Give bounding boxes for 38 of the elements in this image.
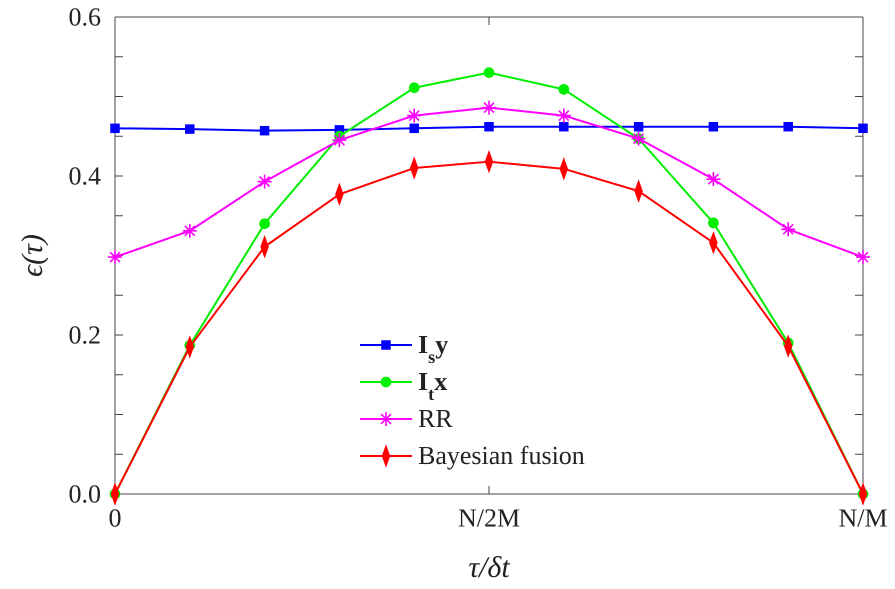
y-tick-label: 0.2 [68,320,101,350]
point [708,218,719,228]
y-axis-title: ϵ(τ) [16,234,49,277]
legend-label: I$_{s}$y [418,330,448,367]
point [409,124,419,134]
point [260,126,270,136]
legend-label: Bayesian fusion [418,441,585,470]
point [484,122,494,132]
point [332,132,348,148]
point [107,249,123,265]
x-tick-label: N/M [838,503,888,532]
point [110,124,120,134]
x-tick-label: 0 [108,503,122,532]
legend-label: I$_{t}$x [418,367,448,404]
point [634,122,644,132]
point [783,122,793,132]
point [556,108,572,124]
y-tick-label: 0.4 [68,161,101,190]
point [780,221,796,238]
x-axis-title: τ/δt [468,551,510,584]
x-tick-label: N/2M [458,503,520,532]
point [858,124,868,134]
point [259,218,270,230]
point [408,82,420,94]
y-tick-label: 0.0 [68,479,101,508]
point [708,122,718,132]
point [559,122,569,132]
point [855,249,871,265]
point [558,84,570,95]
point [185,124,195,134]
point [406,108,422,124]
point [182,223,198,239]
y-tick-label: 0.6 [68,2,101,32]
point [484,67,494,78]
legend-label: RR [418,404,454,433]
point [256,174,272,190]
point [706,171,722,187]
point [481,100,497,116]
